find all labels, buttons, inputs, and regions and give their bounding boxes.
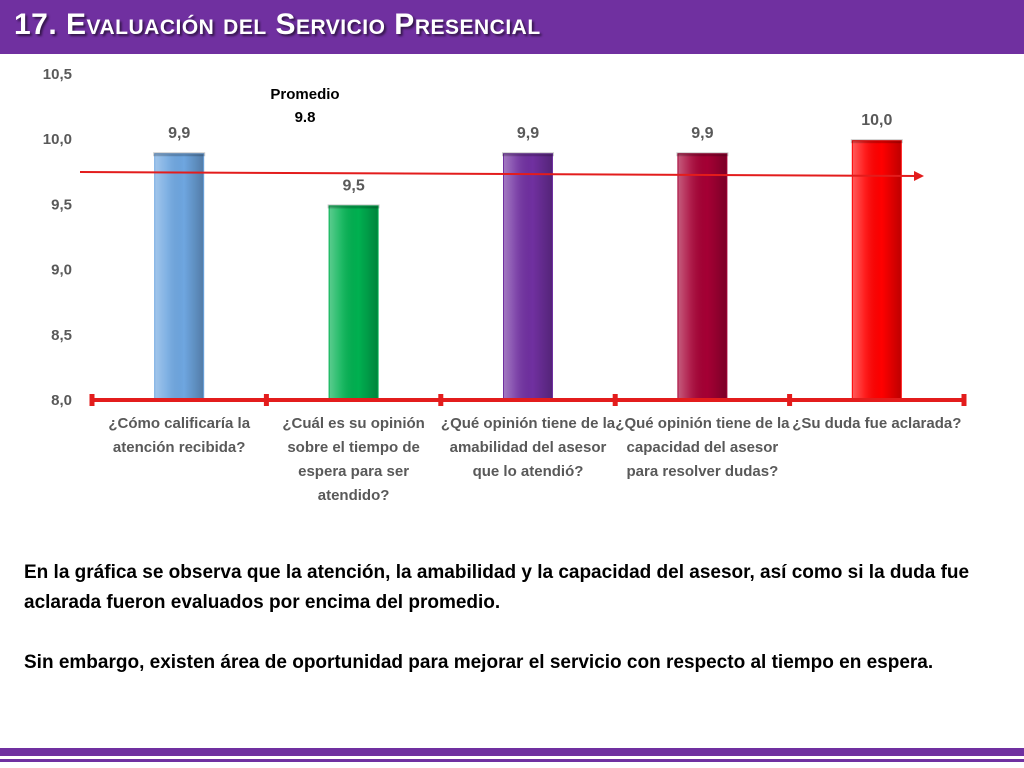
y-tick-label: 10,0	[43, 131, 72, 148]
bar	[501, 151, 555, 401]
bar-value-label: 10,0	[861, 112, 892, 129]
y-tick-label: 8,0	[51, 392, 72, 409]
x-category-label: ¿Qué opinión tiene de la amabilidad del …	[440, 415, 616, 480]
bar-value-label: 9,9	[168, 125, 190, 142]
page-title: 17. Evaluación del Servicio Presencial	[14, 8, 541, 41]
average-label: Promedio	[270, 86, 339, 103]
footer-bar	[0, 748, 1024, 756]
x-category-label: ¿Su duda fue aclarada?	[792, 415, 962, 432]
bar-chart: 8,0 8,5 9,0 9,5 10,0 10,5 9,9 9,5 9,9 9,9 10,0 Pr…	[43, 66, 967, 409]
average-line	[79, 170, 924, 181]
summary-paragraph-2: Sin embargo, existen área de oportunidad…	[24, 652, 934, 673]
y-tick-label: 9,0	[51, 262, 72, 279]
footer-line	[0, 759, 1024, 762]
bar	[326, 203, 381, 401]
y-tick-label: 10,5	[43, 66, 72, 83]
bar-value-label: 9,9	[691, 125, 713, 142]
title-bar: 17. Evaluación del Servicio Presencial	[0, 0, 1024, 54]
y-tick-label: 9,5	[51, 196, 72, 213]
bar-value-label: 9,5	[342, 177, 364, 194]
bar	[675, 151, 730, 401]
x-category-label: ¿Cuál es su opinión sobre el tiempo de e…	[282, 415, 425, 504]
y-tick-label: 8,5	[51, 327, 72, 344]
x-category-label: ¿Cómo calificaría la atención recibida?	[108, 415, 251, 456]
average-value-label: 9.8	[295, 109, 316, 126]
summary-paragraph-1: En la gráfica se observa que la atención…	[24, 562, 970, 613]
bar-value-label: 9,9	[517, 125, 539, 142]
bar	[849, 138, 904, 401]
bar	[152, 151, 207, 401]
x-category-label: ¿Qué opinión tiene de la capacidad del a…	[615, 415, 790, 480]
